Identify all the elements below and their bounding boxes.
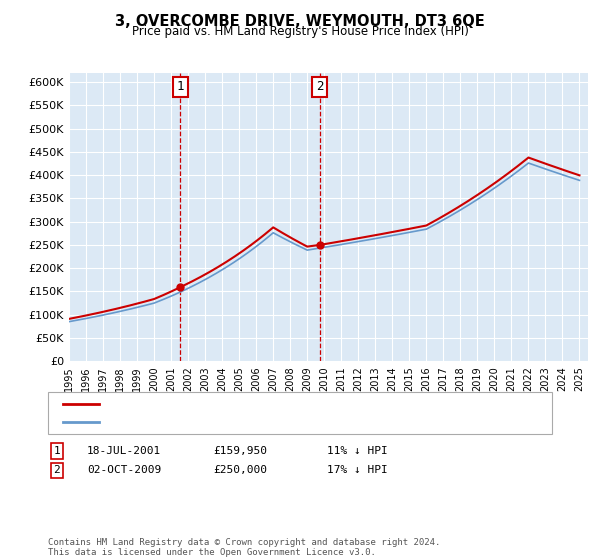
Text: HPI: Average price, detached house, Dorset: HPI: Average price, detached house, Dors… bbox=[105, 417, 332, 427]
Text: Contains HM Land Registry data © Crown copyright and database right 2024.
This d: Contains HM Land Registry data © Crown c… bbox=[48, 538, 440, 557]
Text: 2: 2 bbox=[53, 465, 61, 475]
Text: 02-OCT-2009: 02-OCT-2009 bbox=[87, 465, 161, 475]
Text: £250,000: £250,000 bbox=[213, 465, 267, 475]
Text: £159,950: £159,950 bbox=[213, 446, 267, 456]
Text: 3, OVERCOMBE DRIVE, WEYMOUTH, DT3 6QE: 3, OVERCOMBE DRIVE, WEYMOUTH, DT3 6QE bbox=[115, 14, 485, 29]
Text: 1: 1 bbox=[176, 80, 184, 94]
Text: 3, OVERCOMBE DRIVE, WEYMOUTH, DT3 6QE (detached house): 3, OVERCOMBE DRIVE, WEYMOUTH, DT3 6QE (d… bbox=[105, 399, 435, 409]
Text: 18-JUL-2001: 18-JUL-2001 bbox=[87, 446, 161, 456]
Text: Price paid vs. HM Land Registry's House Price Index (HPI): Price paid vs. HM Land Registry's House … bbox=[131, 25, 469, 38]
Text: 17% ↓ HPI: 17% ↓ HPI bbox=[327, 465, 388, 475]
Text: 1: 1 bbox=[53, 446, 61, 456]
Text: 2: 2 bbox=[316, 80, 324, 94]
Text: 11% ↓ HPI: 11% ↓ HPI bbox=[327, 446, 388, 456]
